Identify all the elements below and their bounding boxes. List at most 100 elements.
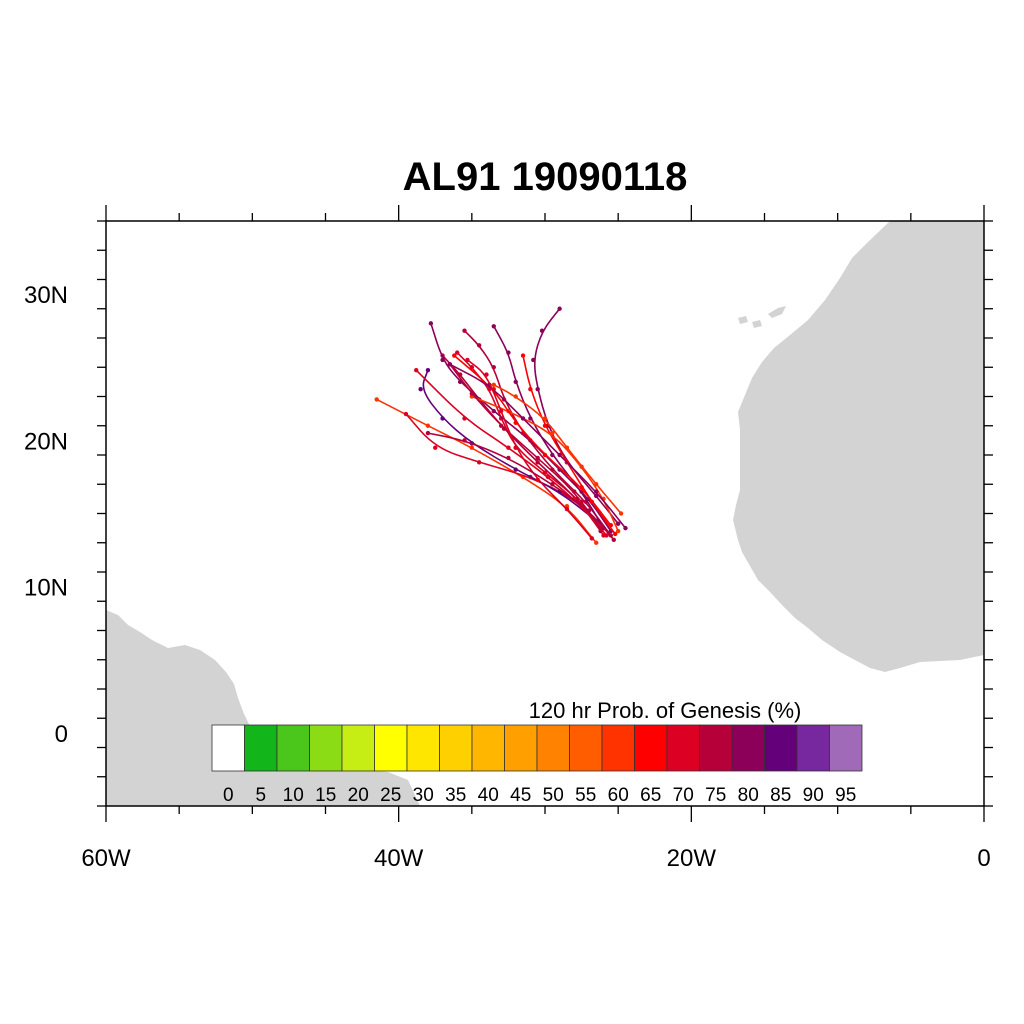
land-africa bbox=[733, 221, 984, 672]
colorbar-box bbox=[796, 724, 830, 772]
track-point bbox=[491, 408, 496, 414]
track-point bbox=[513, 379, 518, 385]
track-line bbox=[376, 398, 597, 544]
colorbar-label: 80 bbox=[738, 785, 759, 806]
track-point bbox=[484, 372, 489, 377]
colorbar-label: 50 bbox=[543, 785, 564, 806]
track-point bbox=[611, 537, 616, 543]
track-point bbox=[425, 430, 431, 436]
track-point bbox=[557, 306, 562, 311]
colorbar-label: 0 bbox=[223, 785, 234, 806]
track-point bbox=[594, 540, 599, 545]
colorbar-box bbox=[406, 724, 440, 772]
track-line bbox=[415, 369, 608, 536]
track-point bbox=[433, 445, 438, 450]
track-point bbox=[572, 489, 577, 494]
colorbar-label: 25 bbox=[380, 785, 401, 806]
track-point bbox=[615, 521, 621, 526]
land-island bbox=[752, 320, 762, 328]
colorbar-box bbox=[374, 724, 408, 772]
forecast-tracks bbox=[374, 306, 628, 545]
colorbar-label: 35 bbox=[445, 785, 466, 806]
track-point bbox=[498, 408, 504, 414]
colorbar-labels: 0 5 10 15 20 25 30 35 40 45 50 55 60 65 70 75 80 85 90 95 bbox=[223, 785, 856, 806]
track-point bbox=[428, 321, 434, 326]
colorbar-box bbox=[471, 724, 505, 772]
track-point bbox=[608, 523, 614, 528]
track-point bbox=[452, 353, 457, 358]
track-line bbox=[453, 354, 612, 526]
track-point bbox=[618, 511, 624, 516]
track-point bbox=[604, 533, 609, 538]
track-point bbox=[594, 489, 599, 494]
colorbar-label: 30 bbox=[413, 785, 434, 806]
track-point bbox=[535, 386, 540, 392]
x-tick-label: 0 bbox=[977, 845, 990, 872]
track-point bbox=[440, 416, 445, 421]
track-point bbox=[535, 460, 540, 465]
track-point bbox=[564, 445, 570, 450]
track-point bbox=[469, 391, 475, 396]
track-point bbox=[586, 508, 592, 513]
colorbar-box bbox=[244, 724, 278, 772]
track-point bbox=[457, 379, 463, 385]
track-point bbox=[557, 452, 562, 458]
track-point bbox=[528, 386, 533, 392]
track-point bbox=[462, 328, 467, 333]
track-point bbox=[579, 484, 584, 490]
map-title: AL91 19090118 bbox=[403, 155, 688, 199]
track-point bbox=[447, 362, 453, 367]
colorbar-box bbox=[601, 724, 635, 772]
track-point bbox=[613, 531, 618, 537]
track-point bbox=[491, 365, 496, 370]
track-point bbox=[542, 452, 548, 458]
track-point bbox=[535, 455, 540, 461]
track-line bbox=[427, 432, 615, 541]
y-tick-label: 10N bbox=[24, 575, 68, 602]
x-tick-label: 40W bbox=[374, 845, 424, 872]
track-point bbox=[513, 467, 518, 472]
track-point bbox=[498, 423, 504, 428]
track-point bbox=[528, 416, 533, 421]
track-point bbox=[594, 482, 599, 487]
track-point bbox=[440, 357, 445, 363]
track-point bbox=[539, 328, 545, 333]
track-point bbox=[491, 324, 496, 329]
track-point bbox=[513, 445, 518, 450]
track-point bbox=[550, 430, 555, 436]
colorbar-title: 120 hr Prob. of Genesis (%) bbox=[529, 698, 802, 723]
colorbar-label: 40 bbox=[478, 785, 499, 806]
colorbar-box bbox=[309, 724, 343, 772]
y-axis-tick-labels: 0 10N 20N 30N bbox=[24, 282, 68, 748]
colorbar-box bbox=[764, 724, 798, 772]
track-point bbox=[455, 350, 460, 355]
colorbar-label: 45 bbox=[510, 785, 531, 806]
track-point bbox=[414, 367, 419, 373]
track-point bbox=[506, 445, 511, 450]
track-point bbox=[465, 357, 470, 363]
y-tick-label: 20N bbox=[24, 428, 68, 455]
colorbar-label: 15 bbox=[315, 785, 336, 806]
y-tick-label: 30N bbox=[24, 282, 68, 309]
colorbar: 120 hr Prob. of Genesis (%) 0 5 10 15 20 25 30… bbox=[211, 698, 863, 806]
colorbar-label: 85 bbox=[770, 785, 791, 806]
colorbar-label: 60 bbox=[608, 785, 629, 806]
track-point bbox=[418, 386, 423, 392]
track-point bbox=[476, 460, 482, 465]
x-tick-label: 60W bbox=[81, 845, 131, 872]
map-plot-area bbox=[106, 221, 984, 806]
colorbar-label: 90 bbox=[803, 785, 824, 806]
colorbar-boxes bbox=[211, 724, 863, 772]
track-point bbox=[425, 423, 431, 428]
track-point bbox=[545, 474, 551, 480]
colorbar-label: 95 bbox=[835, 785, 856, 806]
track-line bbox=[422, 369, 597, 522]
track-point bbox=[520, 416, 526, 421]
colorbar-label: 65 bbox=[640, 785, 661, 806]
track-point bbox=[542, 416, 548, 421]
colorbar-box bbox=[341, 724, 375, 772]
x-tick-label: 20W bbox=[667, 845, 717, 872]
land-south-america bbox=[106, 610, 420, 806]
colorbar-box bbox=[829, 724, 863, 772]
x-axis-tick-labels: 60W 40W 20W 0 bbox=[81, 845, 990, 872]
